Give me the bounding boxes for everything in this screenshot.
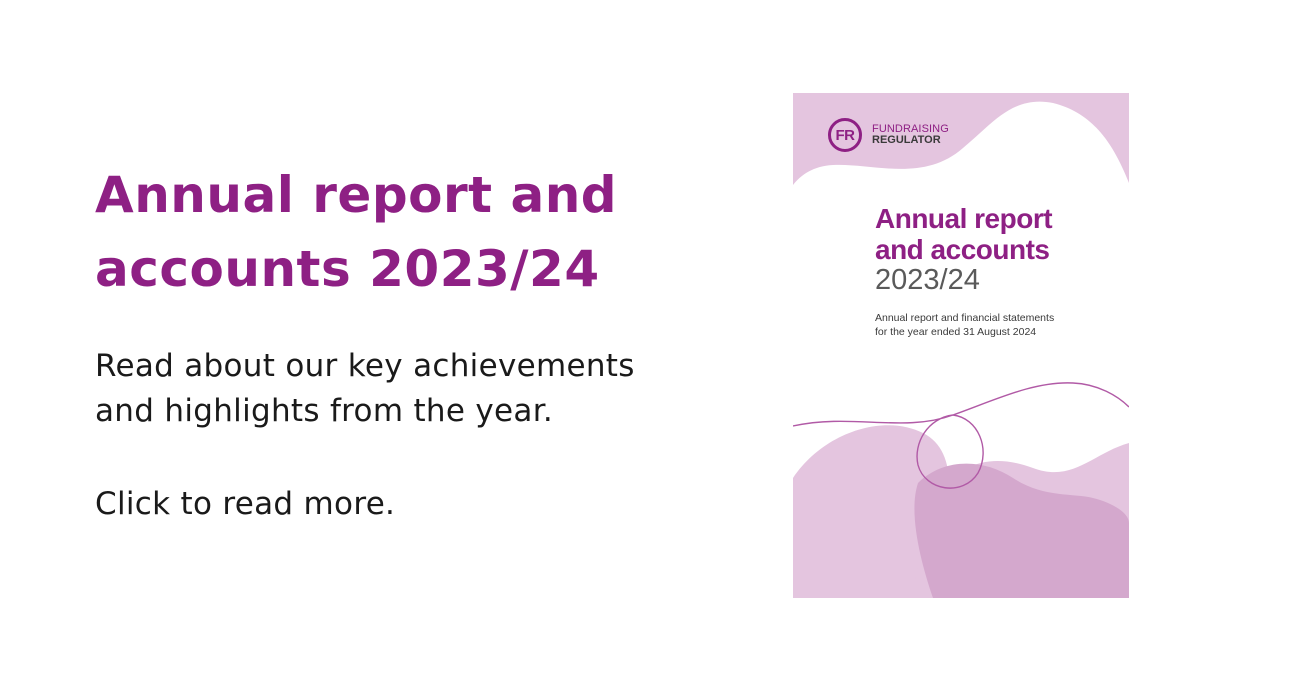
cover-bottom-left-blob bbox=[793, 425, 949, 598]
cover-subtitle-line1: Annual report and financial statements bbox=[875, 312, 1055, 324]
cover-title-line1: Annual report bbox=[875, 203, 1053, 234]
cover-subtitle-line2: for the year ended 31 August 2024 bbox=[875, 326, 1037, 338]
report-cover-image[interactable]: FR FUNDRAISING REGULATOR Annual report a… bbox=[793, 93, 1129, 598]
cover-overlap-blob bbox=[914, 463, 1129, 598]
cover-background-shapes bbox=[793, 93, 1129, 598]
cover-line-loop bbox=[793, 382, 1129, 489]
logo-wordmark: FUNDRAISING REGULATOR bbox=[872, 124, 949, 146]
logo-line2: REGULATOR bbox=[872, 134, 941, 146]
cover-title-year: 2023/24 bbox=[875, 264, 980, 296]
fr-logo-icon: FR bbox=[828, 118, 862, 152]
logo-line1: FUNDRAISING bbox=[872, 123, 949, 135]
promo-description-line1: Read about our key achievements bbox=[95, 348, 635, 384]
fundraising-regulator-logo: FR FUNDRAISING REGULATOR bbox=[828, 115, 949, 155]
read-more-cta[interactable]: Click to read more. bbox=[95, 486, 396, 522]
promo-description: Read about our key achievements and high… bbox=[95, 344, 735, 434]
promo-headline-line2: accounts 2023/24 bbox=[95, 240, 600, 298]
promo-headline: Annual report and accounts 2023/24 bbox=[95, 158, 735, 306]
cover-title: Annual report and accounts 2023/24 bbox=[875, 203, 1053, 296]
cover-subtitle: Annual report and financial statements f… bbox=[875, 311, 1054, 339]
cover-top-wave bbox=[793, 93, 1129, 185]
promo-description-line2: and highlights from the year. bbox=[95, 393, 554, 429]
promo-headline-line1: Annual report and bbox=[95, 166, 618, 224]
cover-title-line2: and accounts bbox=[875, 234, 1050, 265]
